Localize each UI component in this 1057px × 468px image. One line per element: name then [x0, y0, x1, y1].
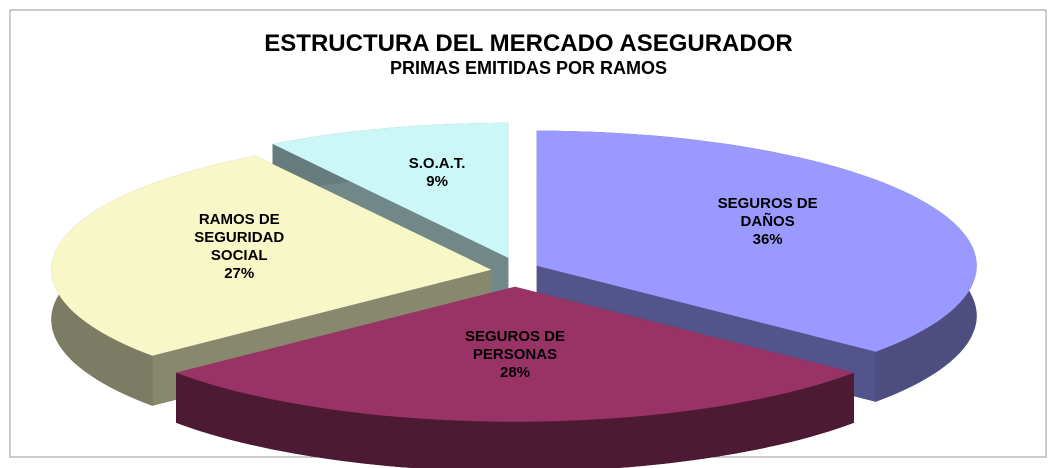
slice-label: SEGUROS DE DAÑOS — [717, 195, 818, 231]
slice — [176, 286, 854, 422]
slice-side — [176, 372, 854, 468]
slice-value-label: 36% — [752, 231, 783, 249]
slice-label: SEGUROS DE PERSONAS — [464, 328, 566, 364]
slice — [536, 130, 977, 352]
slice-label: RAMOS DE SEGURIDAD SOCIAL — [194, 211, 285, 265]
chart-subtitle: PRIMAS EMITIDAS POR RAMOS — [389, 58, 667, 78]
slice — [272, 122, 509, 258]
slice-value-label: 27% — [224, 265, 255, 283]
chart-title: ESTRUCTURA DEL MERCADO ASEGURADOR — [264, 30, 793, 57]
slice-value-label: 9% — [426, 172, 448, 190]
slice-label: S.O.A.T. — [408, 154, 466, 172]
slice-value-label: 28% — [499, 364, 531, 382]
slice — [51, 155, 492, 356]
